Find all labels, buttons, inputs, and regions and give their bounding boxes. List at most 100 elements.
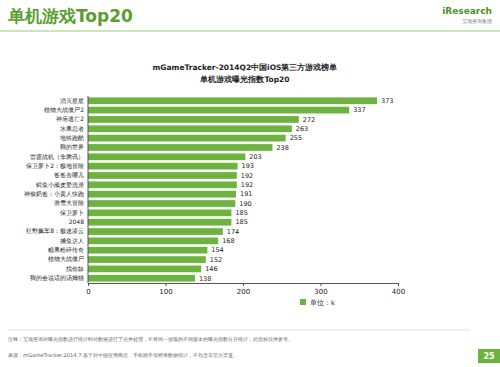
y-tick: 捕鱼达人	[60, 237, 88, 244]
bar	[88, 266, 201, 273]
x-axis: 0 100 200 300 400	[86, 283, 405, 296]
bar	[88, 219, 231, 226]
data-labels: 3733372722632552382031931921921911901851…	[199, 97, 394, 282]
data-label: 185	[235, 218, 247, 226]
y-axis-line	[88, 96, 89, 283]
bar	[88, 209, 231, 216]
bar	[88, 172, 237, 179]
x-tick-label: 300	[314, 288, 327, 296]
footer-source: 来源：mGameTracker.2014.7.基于对中国应用商店、手机助手等榜单…	[8, 352, 238, 358]
y-tick: 神偷奶爸：小黄人快跑	[24, 190, 88, 197]
chart-title: mGameTracker-2014Q2中国iOS第三方游戏榜单	[153, 62, 338, 72]
x-tick: 400	[392, 283, 405, 296]
logo-sub: 艾瑞咨询集团	[462, 18, 492, 24]
data-label: 154	[211, 246, 223, 254]
data-label: 168	[222, 237, 234, 245]
y-tick: 神庙逃亡2	[56, 115, 88, 122]
data-label: 190	[239, 200, 251, 208]
bar	[88, 116, 299, 123]
category-label: 雷霆战机（非腾讯）	[30, 153, 84, 161]
data-label: 192	[241, 172, 253, 180]
category-label: 植物大战僵尸	[48, 255, 84, 262]
bar	[88, 238, 218, 245]
footer-note: 注释：艾瑞咨询对曝光指数进行统计时对数据进行了合并处理，不将同一游戏的不同版本的…	[8, 336, 293, 342]
category-label: 植物大战僵尸2	[44, 106, 84, 113]
data-label: 191	[240, 190, 252, 198]
y-tick: 找你妹	[65, 265, 88, 272]
category-label: 消灭星星	[60, 97, 84, 104]
chart-subtitle: 单机游戏曝光指数Top20	[199, 75, 289, 84]
y-tick: 植物大战僵尸	[48, 255, 88, 262]
page-number: 25	[483, 352, 495, 361]
bar	[88, 275, 195, 282]
data-label: 255	[290, 134, 302, 142]
x-tick: 0	[86, 283, 90, 296]
data-label: 138	[199, 275, 211, 283]
category-label: 糖果粉碎传奇	[48, 246, 84, 253]
category-label: 神偷奶爸：小黄人快跑	[24, 190, 84, 197]
bar	[88, 200, 235, 207]
x-tick-label: 0	[86, 288, 90, 296]
bar	[88, 97, 377, 104]
x-tick-mark	[398, 283, 399, 286]
page: 单机游戏Top20 iResearch 艾瑞咨询集团 mGameTracker-201…	[0, 0, 500, 367]
legend-swatch	[300, 299, 306, 305]
bar	[88, 191, 236, 198]
bar	[88, 247, 207, 254]
y-tick: 地铁跑酷	[59, 134, 88, 141]
y-axis: 消灭星星植物大战僵尸2神庙逃亡2水果忍者地铁跑酷我的世界雷霆战机（非腾讯）保卫萝…	[24, 96, 88, 283]
data-label: 185	[235, 209, 247, 217]
x-tick-label: 100	[159, 288, 172, 296]
y-tick: 雷霆战机（非腾讯）	[30, 153, 88, 161]
category-label: 保卫萝卜2：极地冒险	[26, 162, 84, 169]
bar	[88, 163, 238, 170]
data-label: 152	[210, 256, 222, 264]
category-label: 狂野飙车8：极速凌云	[26, 227, 84, 234]
x-tick: 200	[237, 283, 250, 296]
data-label: 174	[227, 228, 239, 236]
data-label: 203	[249, 153, 261, 161]
y-tick: 我的世界	[60, 143, 88, 150]
y-tick: 植物大战僵尸2	[44, 106, 88, 113]
data-label: 272	[303, 116, 315, 124]
y-tick: 保卫萝卜	[60, 209, 88, 216]
y-tick: 2048	[69, 218, 88, 225]
data-label: 373	[381, 97, 393, 105]
data-label: 192	[241, 181, 253, 189]
x-tick: 100	[159, 283, 172, 296]
x-tick-mark	[166, 283, 167, 286]
category-label: 神庙逃亡2	[56, 115, 84, 122]
logo: iResearch	[442, 6, 492, 16]
footer-rule	[8, 330, 470, 331]
bar	[88, 125, 292, 132]
data-label: 263	[296, 125, 308, 133]
page-title: 单机游戏Top20	[7, 6, 133, 26]
category-label: 爸爸去哪儿	[54, 171, 84, 178]
bar	[88, 256, 206, 263]
page-box	[478, 349, 500, 363]
data-label: 238	[276, 144, 288, 152]
y-tick: 消灭星星	[60, 97, 88, 104]
category-label: 找你妹	[65, 265, 84, 272]
y-tick: 水果忍者	[60, 125, 88, 132]
y-tick: 保卫萝卜2：极地冒险	[26, 162, 88, 169]
bar	[88, 181, 237, 188]
bar	[88, 228, 223, 235]
y-tick: 鳄鱼小顽皮爱洗澡	[36, 181, 88, 188]
y-tick: 狂野飙车8：极速凌云	[26, 227, 88, 234]
x-tick-mark	[88, 283, 89, 286]
header-rule	[0, 31, 500, 32]
x-tick: 300	[314, 283, 327, 296]
y-tick: 糖果粉碎传奇	[48, 246, 88, 253]
x-tick-label: 400	[392, 288, 405, 296]
data-label: 146	[205, 265, 217, 273]
data-label: 193	[242, 162, 254, 170]
category-label: 鳄鱼小顽皮爱洗澡	[36, 181, 84, 188]
y-tick: 滑雪大冒险	[54, 199, 88, 206]
x-axis-line	[89, 284, 399, 287]
category-label: 水果忍者	[60, 125, 84, 132]
x-tick-mark	[243, 283, 244, 286]
x-tick-mark	[321, 283, 322, 286]
bar	[88, 135, 286, 142]
y-tick: 爸爸去哪儿	[54, 171, 88, 178]
